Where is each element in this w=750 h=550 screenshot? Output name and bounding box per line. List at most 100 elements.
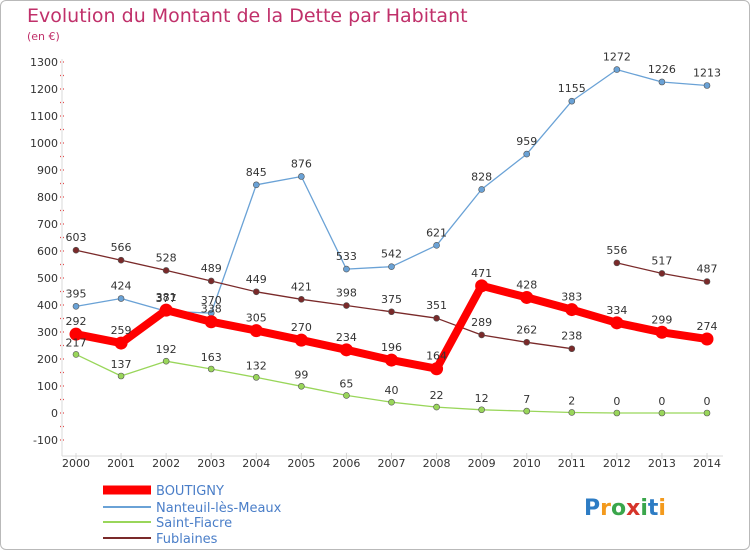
series-point bbox=[568, 409, 576, 416]
series-point bbox=[568, 345, 576, 353]
series-point bbox=[117, 372, 125, 380]
series-line-3 bbox=[75, 249, 573, 350]
x-tick-label: 2010 bbox=[513, 457, 541, 470]
series-point bbox=[343, 302, 350, 309]
series-point bbox=[700, 332, 714, 346]
data-label: 274 bbox=[697, 320, 718, 333]
series-point bbox=[69, 327, 83, 341]
data-label: 338 bbox=[201, 303, 222, 316]
data-label: 259 bbox=[111, 324, 132, 337]
data-label: 398 bbox=[336, 287, 357, 300]
series-point bbox=[388, 398, 395, 406]
data-label: 542 bbox=[381, 248, 402, 261]
data-label: 487 bbox=[697, 263, 718, 276]
series-point bbox=[523, 407, 531, 415]
series-point bbox=[703, 278, 711, 285]
x-tick-label: 2004 bbox=[242, 457, 270, 470]
data-label: 132 bbox=[246, 359, 267, 372]
data-label: 471 bbox=[471, 267, 492, 280]
data-label: 1155 bbox=[558, 82, 586, 95]
data-label: 334 bbox=[606, 304, 627, 317]
y-tick-label: 300 bbox=[37, 326, 58, 339]
data-label: 163 bbox=[201, 351, 222, 364]
x-tick-label: 2001 bbox=[107, 457, 135, 470]
y-tick-label: 900 bbox=[37, 164, 58, 177]
series-point bbox=[388, 308, 395, 316]
data-label: 603 bbox=[66, 231, 87, 244]
data-label: 262 bbox=[516, 323, 537, 336]
data-label: 1213 bbox=[693, 66, 721, 79]
y-tick-label: 200 bbox=[37, 353, 58, 366]
series-point bbox=[207, 365, 215, 373]
data-label: 65 bbox=[339, 377, 353, 390]
series-point bbox=[207, 277, 215, 285]
series-point bbox=[658, 78, 666, 86]
data-label: 351 bbox=[426, 299, 447, 312]
chart-title: Evolution du Montant de la Dette par Hab… bbox=[27, 5, 468, 27]
series-point bbox=[520, 290, 534, 304]
data-label: 489 bbox=[201, 262, 222, 275]
data-label: 196 bbox=[381, 341, 402, 354]
series-point bbox=[117, 295, 125, 302]
series-point bbox=[478, 406, 485, 414]
series-point bbox=[343, 392, 350, 399]
series-point bbox=[475, 279, 489, 293]
data-label: 449 bbox=[246, 273, 267, 286]
legend-label: BOUTIGNY bbox=[156, 484, 224, 499]
series-point bbox=[613, 66, 621, 73]
data-label: 0 bbox=[658, 395, 665, 408]
series-point bbox=[658, 409, 666, 417]
series-point bbox=[523, 338, 531, 346]
y-tick-label: 1000 bbox=[30, 137, 58, 150]
data-label: 217 bbox=[66, 336, 87, 349]
proxiti-logo: Proxiti bbox=[584, 496, 666, 521]
y-tick-label: 700 bbox=[37, 218, 58, 231]
data-label: 22 bbox=[430, 389, 444, 402]
series-point bbox=[117, 256, 125, 264]
x-tick-label: 2014 bbox=[693, 457, 721, 470]
series-point bbox=[72, 351, 80, 358]
y-tick-label: 800 bbox=[37, 191, 58, 204]
x-tick-label: 2009 bbox=[468, 457, 496, 470]
chart-unit: (en €) bbox=[27, 30, 60, 43]
x-tick-label: 2011 bbox=[558, 457, 586, 470]
data-label: 381 bbox=[156, 291, 177, 304]
data-label: 2 bbox=[568, 394, 575, 407]
data-label: 528 bbox=[156, 251, 177, 264]
series-point bbox=[613, 259, 621, 267]
series-point bbox=[72, 246, 80, 254]
data-label: 383 bbox=[561, 291, 582, 304]
x-tick-label: 2006 bbox=[332, 457, 360, 470]
data-label: 556 bbox=[606, 244, 627, 257]
data-label: 192 bbox=[156, 343, 177, 356]
series-point bbox=[433, 314, 440, 322]
data-label: 621 bbox=[426, 226, 447, 239]
data-label: 566 bbox=[111, 241, 132, 254]
legend-label: Fublaines bbox=[156, 532, 218, 547]
series-point bbox=[610, 316, 624, 330]
series-point bbox=[658, 270, 666, 277]
series-point bbox=[703, 82, 711, 89]
series-point bbox=[433, 242, 440, 249]
data-label: 164 bbox=[426, 350, 447, 363]
series-point bbox=[294, 333, 308, 347]
series-point bbox=[298, 382, 305, 390]
series-point bbox=[433, 403, 440, 411]
x-tick-label: 2008 bbox=[423, 457, 451, 470]
series-point bbox=[565, 303, 579, 317]
data-label: 292 bbox=[66, 315, 87, 328]
series-point bbox=[72, 303, 80, 310]
data-label: 0 bbox=[704, 395, 711, 408]
data-label: 305 bbox=[246, 312, 267, 325]
series-point bbox=[343, 265, 350, 273]
series-point bbox=[298, 173, 305, 180]
series-point bbox=[568, 97, 576, 105]
series-point bbox=[613, 409, 621, 417]
data-label: 0 bbox=[613, 395, 620, 408]
y-tick-label: 500 bbox=[37, 272, 58, 285]
data-label: 421 bbox=[291, 280, 312, 293]
data-label: 7 bbox=[523, 393, 530, 406]
data-label: 289 bbox=[471, 316, 492, 329]
